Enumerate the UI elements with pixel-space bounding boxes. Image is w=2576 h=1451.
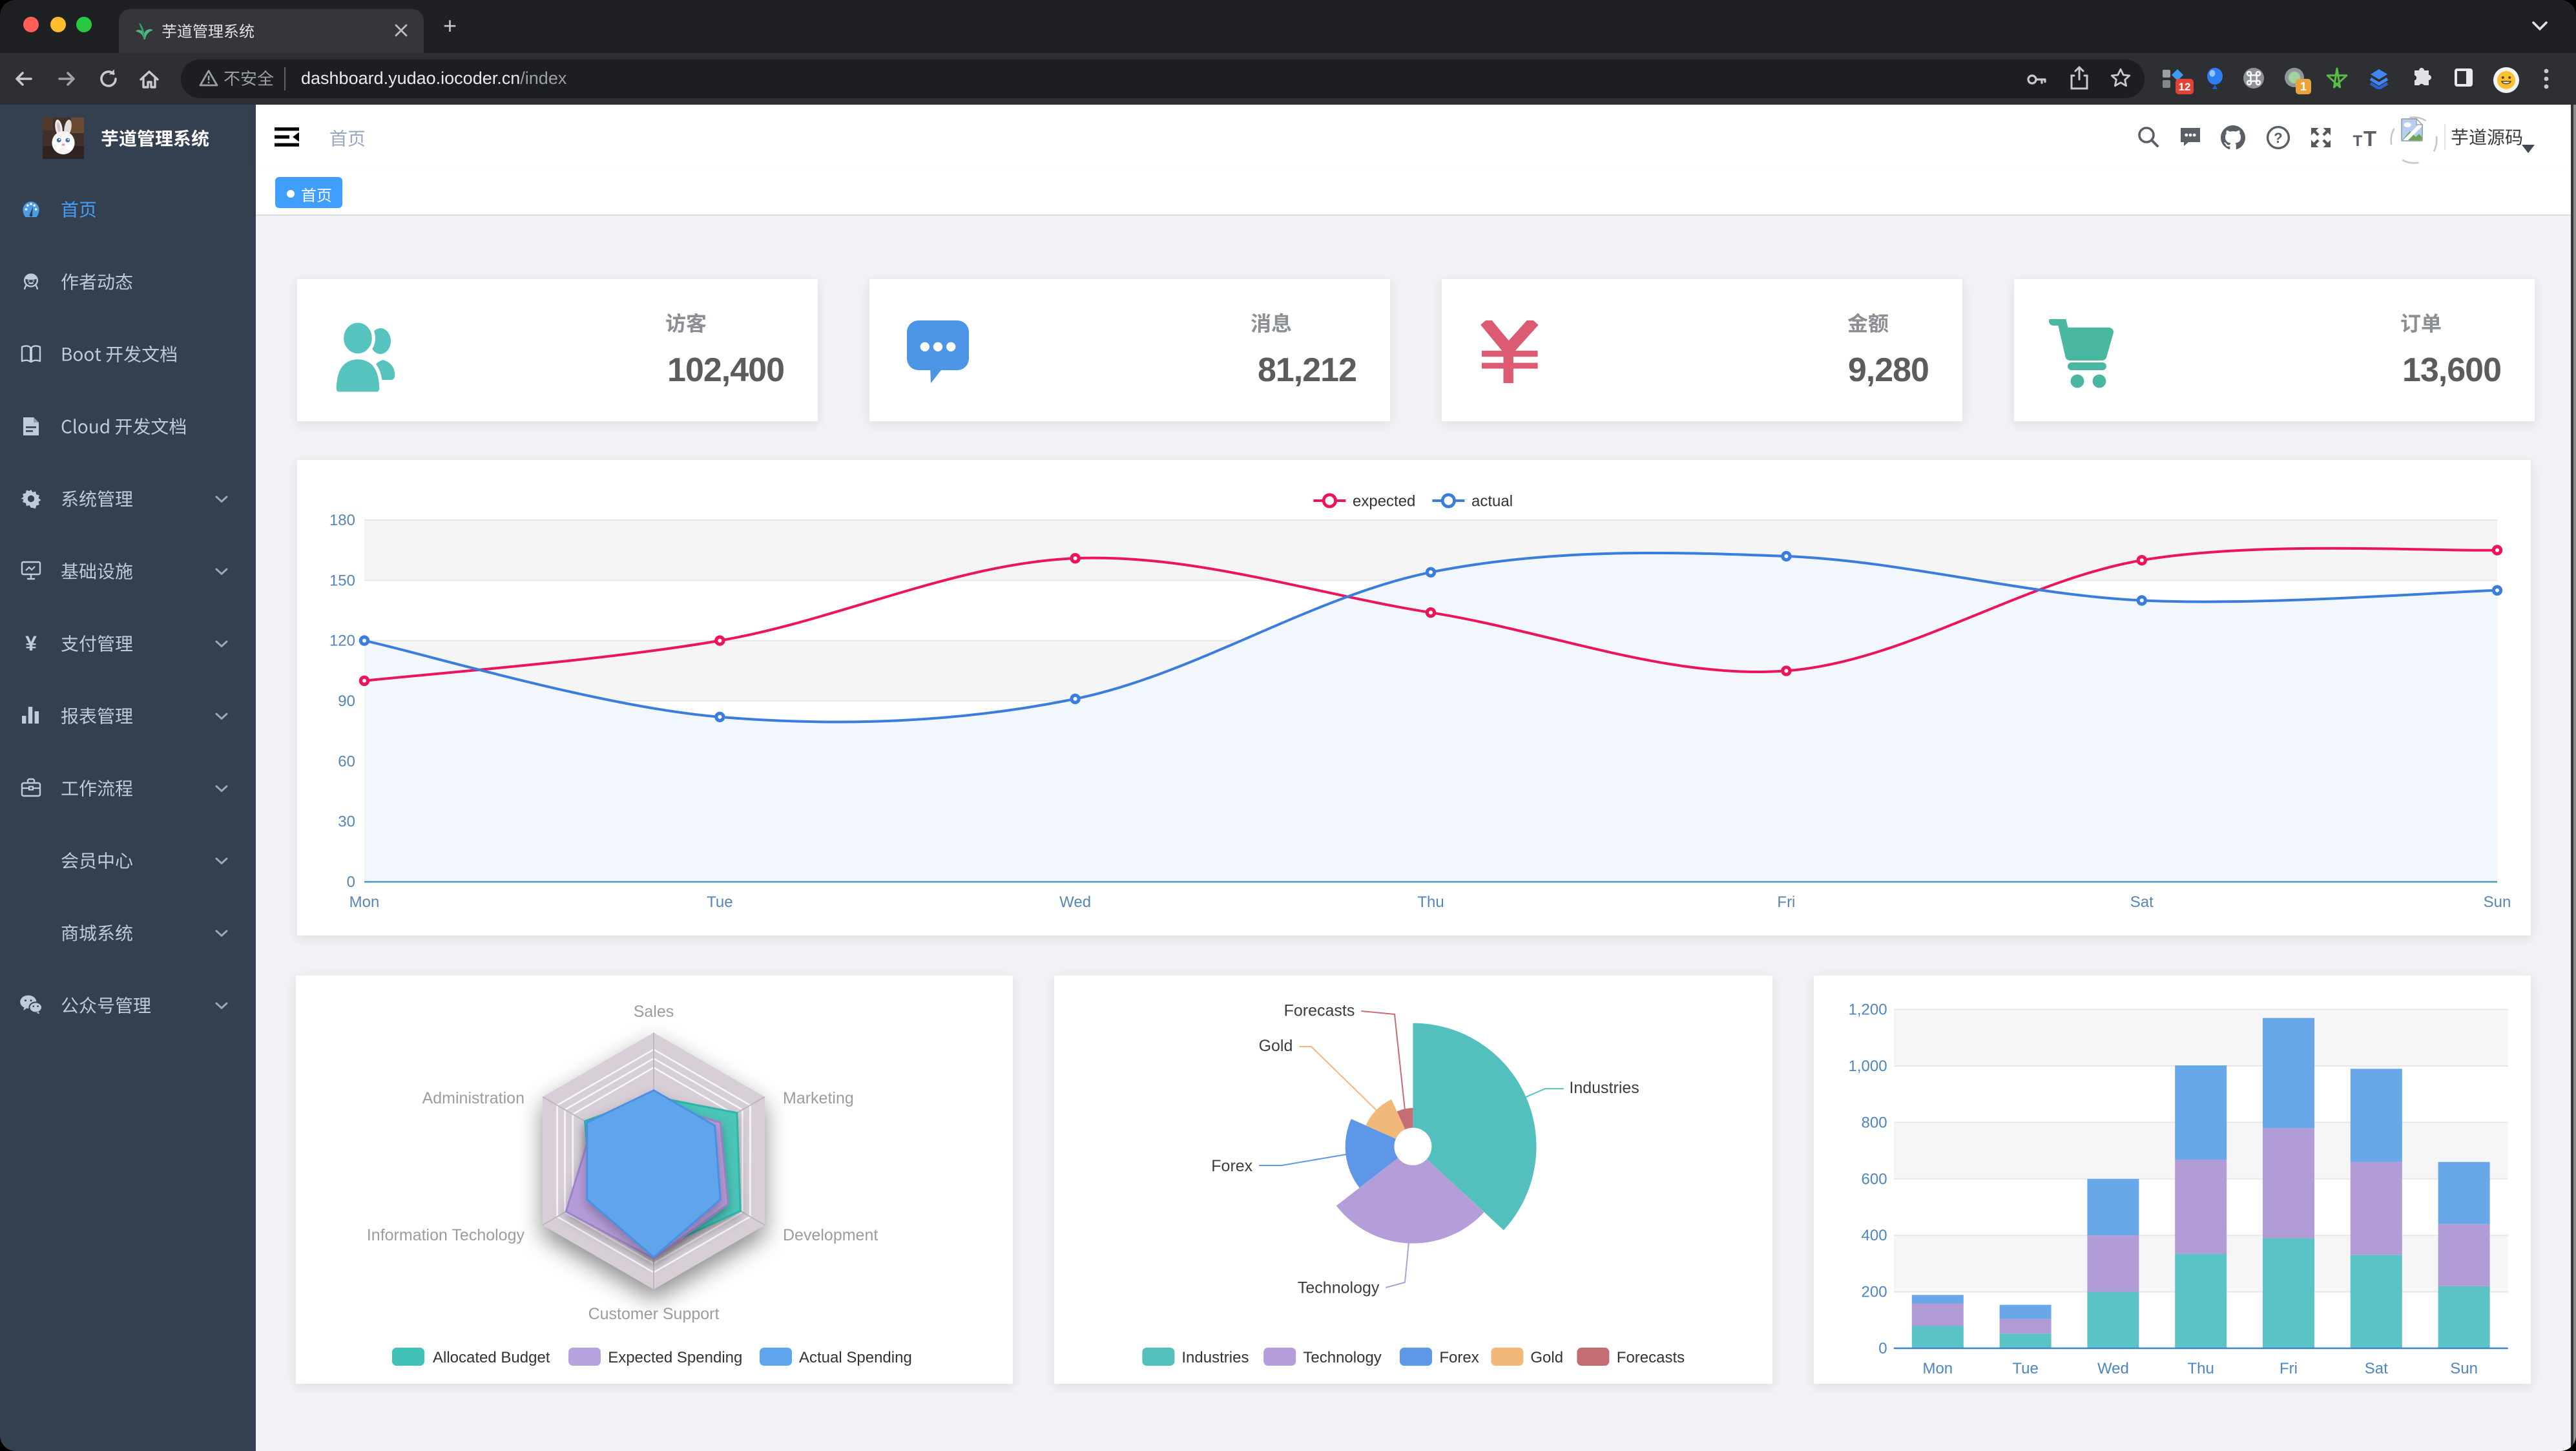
svg-text:¥: ¥ — [25, 632, 37, 654]
svg-text:Forex: Forex — [1440, 1348, 1479, 1366]
svg-text:Sales: Sales — [634, 1002, 674, 1020]
svg-text:Information Techology: Information Techology — [367, 1226, 525, 1244]
svg-text:Mon: Mon — [1922, 1359, 1953, 1377]
svg-text:150: 150 — [329, 571, 355, 589]
svg-text:Customer Support: Customer Support — [588, 1304, 720, 1322]
svg-text:180: 180 — [329, 511, 355, 528]
svg-text:400: 400 — [1861, 1226, 1887, 1244]
svg-text:Administration: Administration — [422, 1089, 525, 1107]
svg-text:0: 0 — [347, 873, 355, 890]
svg-text:Thu: Thu — [1417, 893, 1444, 910]
svg-text:30: 30 — [338, 813, 355, 830]
svg-text:Fri: Fri — [2279, 1359, 2297, 1377]
svg-text:800: 800 — [1861, 1113, 1887, 1131]
svg-text:120: 120 — [329, 632, 355, 649]
svg-text:Wed: Wed — [2097, 1359, 2128, 1377]
svg-text:expected: expected — [1353, 492, 1415, 510]
svg-text:Tue: Tue — [2012, 1359, 2038, 1377]
svg-text:Thu: Thu — [2187, 1359, 2214, 1377]
svg-text:T: T — [2363, 127, 2376, 149]
svg-text:Actual Spending: Actual Spending — [799, 1348, 912, 1366]
svg-text:Forecasts: Forecasts — [1617, 1348, 1685, 1366]
svg-text:Sat: Sat — [2130, 893, 2154, 910]
svg-text:Tue: Tue — [707, 893, 732, 910]
svg-text:Sat: Sat — [2364, 1359, 2387, 1377]
svg-text:Gold: Gold — [1259, 1036, 1293, 1054]
svg-text:1,000: 1,000 — [1848, 1057, 1887, 1074]
svg-text:200: 200 — [1861, 1283, 1887, 1300]
svg-text:1,200: 1,200 — [1848, 1001, 1887, 1018]
svg-text:Gold: Gold — [1531, 1348, 1564, 1366]
svg-text:600: 600 — [1861, 1170, 1887, 1187]
svg-text:Technology: Technology — [1298, 1279, 1380, 1297]
svg-text:Expected Spending: Expected Spending — [608, 1348, 742, 1366]
svg-text:60: 60 — [338, 752, 355, 769]
svg-text:Marketing: Marketing — [783, 1089, 854, 1107]
svg-text:Allocated Budget: Allocated Budget — [433, 1348, 550, 1366]
svg-text:Wed: Wed — [1059, 893, 1091, 910]
svg-text:90: 90 — [338, 692, 355, 709]
svg-text:0: 0 — [1878, 1339, 1886, 1357]
svg-text:Forex: Forex — [1212, 1156, 1253, 1174]
svg-text:?: ? — [2274, 130, 2282, 146]
svg-text:T: T — [2353, 132, 2363, 149]
svg-text:Industries: Industries — [1182, 1348, 1249, 1366]
svg-text:Development: Development — [783, 1226, 878, 1244]
svg-text:Forecasts: Forecasts — [1284, 1001, 1355, 1019]
svg-text:Sun: Sun — [2484, 893, 2511, 910]
svg-text:Sun: Sun — [2449, 1359, 2477, 1377]
svg-text:actual: actual — [1471, 492, 1513, 510]
svg-text:Technology: Technology — [1304, 1348, 1382, 1366]
svg-text:Fri: Fri — [1777, 893, 1795, 910]
svg-text:Mon: Mon — [349, 893, 380, 910]
svg-text:Industries: Industries — [1570, 1078, 1639, 1096]
